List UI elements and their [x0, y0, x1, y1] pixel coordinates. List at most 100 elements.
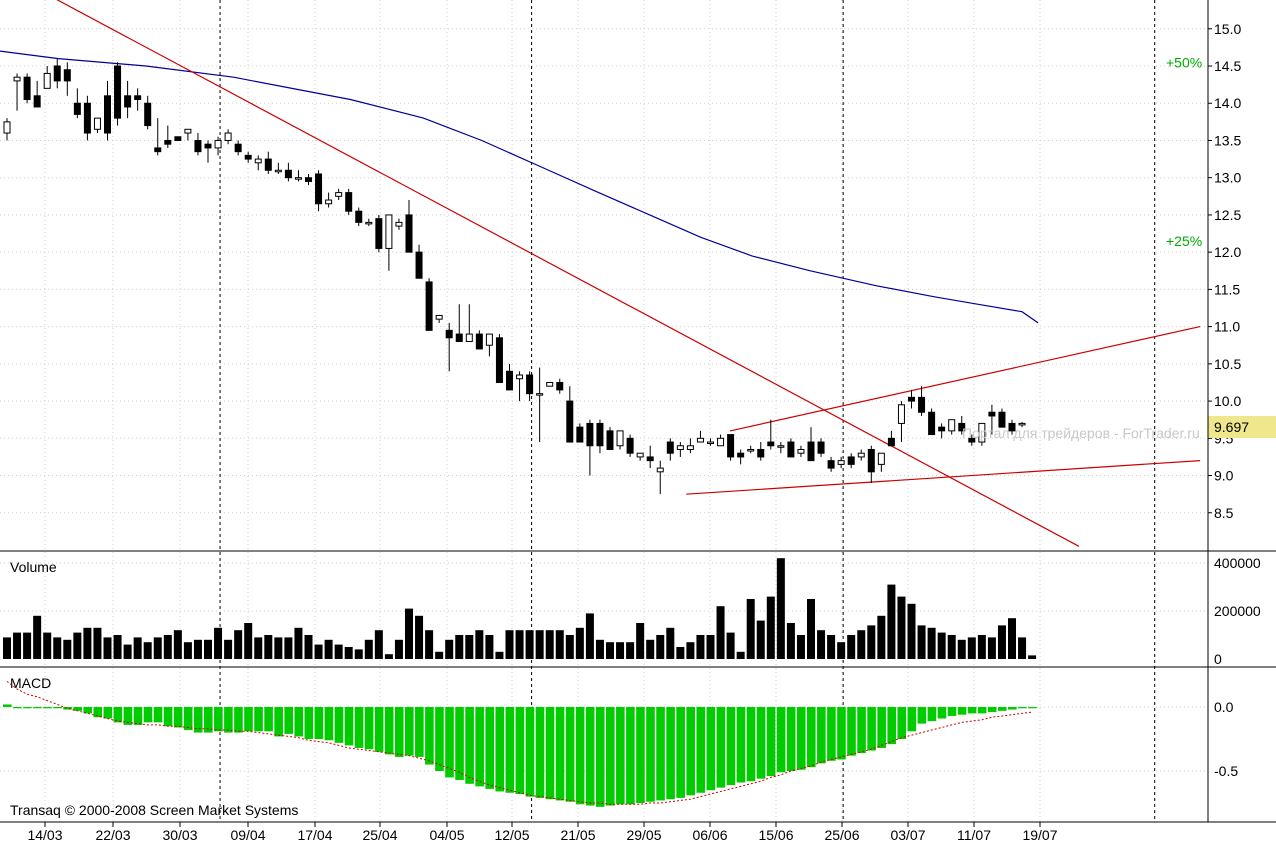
- candle-body: [184, 128, 192, 134]
- volume-bar: [173, 630, 182, 659]
- candle-body: [767, 441, 775, 447]
- footer-copyright: Transaq © 2000-2008 Screen Market System…: [10, 802, 298, 818]
- volume-panel: Volume 400000 200000 0: [3, 555, 1261, 667]
- volume-bar: [294, 627, 303, 659]
- date-tick-label: 25/04: [362, 827, 397, 843]
- volume-bar: [425, 630, 434, 659]
- volume-bar: [636, 623, 645, 659]
- candle-body: [305, 177, 312, 182]
- macd-bar: [927, 707, 937, 722]
- candle-body: [938, 426, 946, 432]
- volume-bar: [766, 596, 775, 659]
- macd-bar: [515, 707, 525, 795]
- macd-bar: [143, 707, 153, 723]
- volume-bar: [666, 627, 675, 659]
- volume-bar: [1018, 637, 1027, 659]
- macd-tick-label: -0.5: [1214, 763, 1238, 779]
- volume-bar: [33, 615, 42, 659]
- macd-bar: [917, 707, 927, 724]
- macd-bar: [817, 707, 826, 764]
- macd-bar: [425, 707, 434, 765]
- volume-axis: 400000 200000 0: [1214, 555, 1261, 667]
- candle-body: [646, 456, 654, 462]
- price-tick-label: 10.5: [1214, 356, 1241, 372]
- signal-line: [6, 681, 1033, 805]
- candle-body: [93, 117, 101, 130]
- volume-bar: [957, 639, 966, 659]
- candle-body: [536, 393, 544, 396]
- candle-body: [174, 136, 182, 141]
- candle-body: [727, 434, 735, 458]
- volume-bar: [575, 627, 584, 659]
- volume-bar: [937, 632, 946, 659]
- candle-body: [1018, 422, 1026, 426]
- candle-body: [857, 452, 865, 458]
- macd-bar: [264, 707, 273, 732]
- price-tick-label: 15.0: [1214, 21, 1241, 37]
- date-tick-label: 22/03: [95, 827, 130, 843]
- macd-bar: [947, 707, 957, 716]
- candle-body: [465, 333, 473, 343]
- candle-body: [23, 76, 31, 101]
- candle-body: [948, 419, 956, 432]
- price-tick-label: 14.0: [1214, 95, 1241, 111]
- candle-body: [234, 143, 242, 153]
- volume-bar: [555, 630, 564, 659]
- date-tick-label: 21/05: [560, 827, 595, 843]
- volume-bar: [505, 630, 514, 659]
- ma-line: [0, 50, 1039, 324]
- volume-bar: [133, 637, 142, 659]
- candle-body: [797, 448, 805, 454]
- candle-body: [244, 154, 252, 160]
- macd-bar: [344, 707, 354, 746]
- volume-bar: [3, 637, 11, 659]
- candle-body: [908, 396, 915, 402]
- macd-bar: [666, 707, 675, 800]
- volume-bar: [214, 627, 223, 659]
- macd-bar: [555, 707, 565, 801]
- candle-body: [887, 437, 895, 447]
- volume-bar: [304, 635, 313, 659]
- candle-body: [385, 214, 393, 249]
- volume-bar: [284, 637, 293, 659]
- volume-bar: [274, 637, 283, 659]
- volume-bar: [73, 632, 82, 659]
- date-tick-label: 06/06: [692, 827, 727, 843]
- trend-line-1: [729, 326, 1201, 432]
- macd-bar: [595, 707, 605, 807]
- volume-bar: [756, 620, 765, 659]
- date-tick-label: 15/06: [758, 827, 793, 843]
- volume-bar: [626, 642, 635, 659]
- candle-body: [707, 441, 714, 445]
- volume-bar: [254, 637, 263, 659]
- volume-bar: [887, 584, 896, 659]
- candle-body: [3, 121, 11, 134]
- candle-body: [626, 437, 634, 454]
- macd-bar: [374, 707, 384, 752]
- candle-body: [33, 95, 41, 108]
- volume-bar: [63, 639, 72, 659]
- trend-line-0: [56, 0, 1080, 547]
- candle-body: [144, 102, 152, 127]
- volume-bar: [163, 635, 172, 659]
- candle-body: [666, 441, 674, 454]
- date-tick-label: 09/04: [230, 827, 265, 843]
- macd-bar: [897, 707, 907, 739]
- candle-body: [164, 139, 172, 145]
- macd-bar: [636, 707, 645, 803]
- macd-bar: [746, 707, 756, 782]
- volume-tick-label: 200000: [1214, 603, 1261, 619]
- macd-bar: [123, 707, 133, 725]
- macd-bar: [837, 707, 846, 760]
- volume-bar: [13, 632, 22, 659]
- macd-bar: [224, 707, 233, 733]
- candle-body: [596, 422, 604, 447]
- volume-bar: [455, 635, 464, 659]
- macd-bar: [465, 707, 474, 784]
- date-tick-label: 11/07: [957, 827, 991, 843]
- macd-bar: [485, 707, 494, 789]
- macd-panel: MACD 0.0 -0.5 Transaq © 2000-2008 Screen …: [3, 675, 1238, 818]
- candle-body: [606, 430, 614, 450]
- volume-tick-label: 0: [1214, 651, 1222, 667]
